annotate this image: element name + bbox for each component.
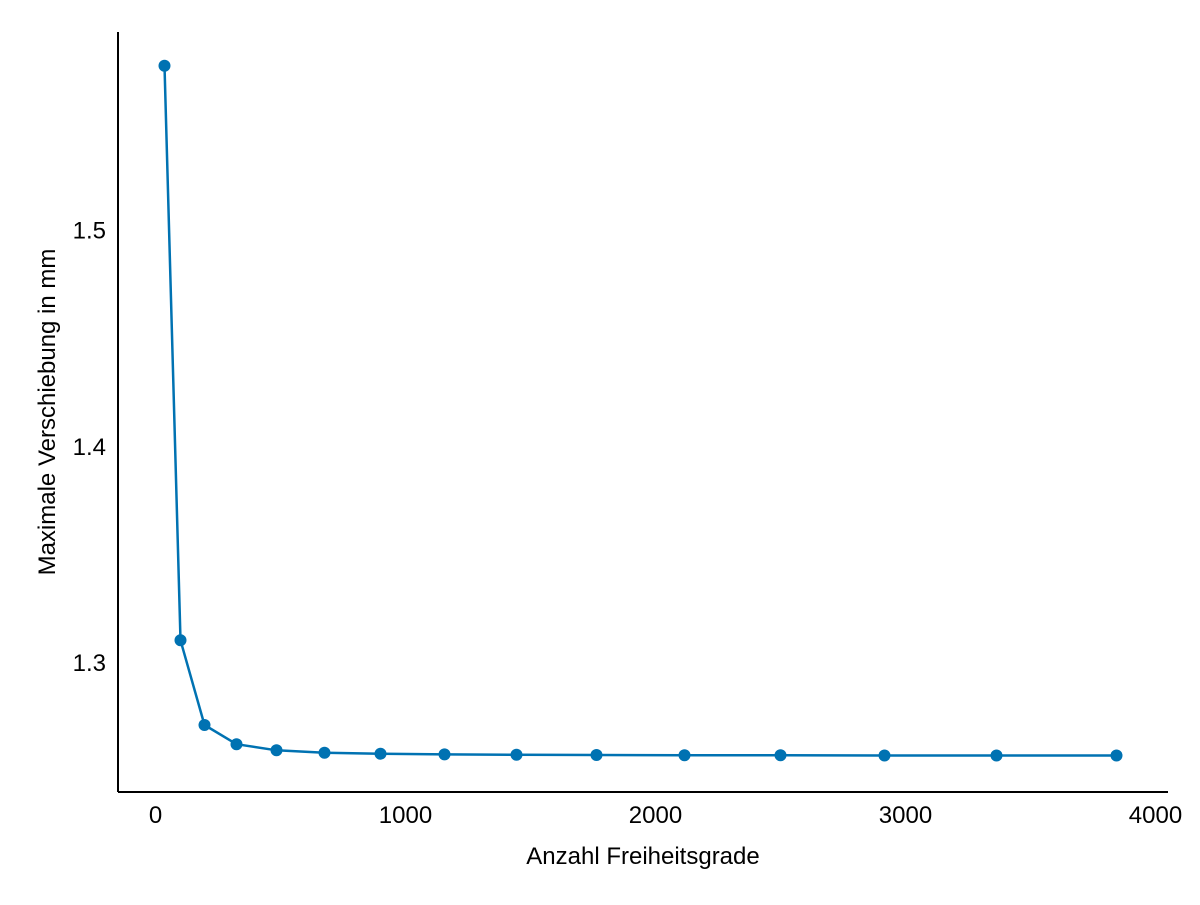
- data-point: [774, 749, 787, 762]
- data-point: [374, 747, 387, 760]
- data-point: [878, 749, 891, 762]
- data-point: [198, 719, 211, 731]
- data-point: [1110, 749, 1123, 762]
- data-point: [590, 749, 603, 761]
- x-tick-label: 4000: [1129, 802, 1182, 829]
- x-tick-label: 2000: [629, 802, 682, 829]
- data-point: [510, 748, 523, 761]
- x-axis-label: Anzahl Freiheitsgrade: [526, 843, 759, 870]
- y-tick-label: 1.5: [73, 218, 106, 245]
- data-point: [270, 744, 283, 757]
- data-point: [230, 738, 243, 751]
- data-point: [318, 746, 331, 759]
- data-point: [174, 634, 187, 647]
- x-tick-label: 1000: [379, 802, 432, 829]
- data-point: [678, 749, 691, 762]
- y-axis-label: Maximale Verschiebung in mm: [34, 249, 61, 576]
- x-tick-label: 0: [149, 802, 162, 829]
- data-point: [990, 749, 1003, 762]
- x-tick-labels: 0 1000 2000 3000 4000: [149, 802, 1182, 829]
- series: [158, 59, 1123, 762]
- y-tick-labels: 1.3 1.4 1.5: [73, 218, 106, 677]
- axes: [117, 32, 1168, 793]
- y-tick-label: 1.3: [73, 650, 106, 677]
- x-tick-label: 3000: [879, 802, 932, 829]
- series-line: [163, 65, 1117, 757]
- data-point: [438, 748, 451, 761]
- y-tick-label: 1.4: [73, 434, 106, 461]
- data-point: [158, 59, 171, 72]
